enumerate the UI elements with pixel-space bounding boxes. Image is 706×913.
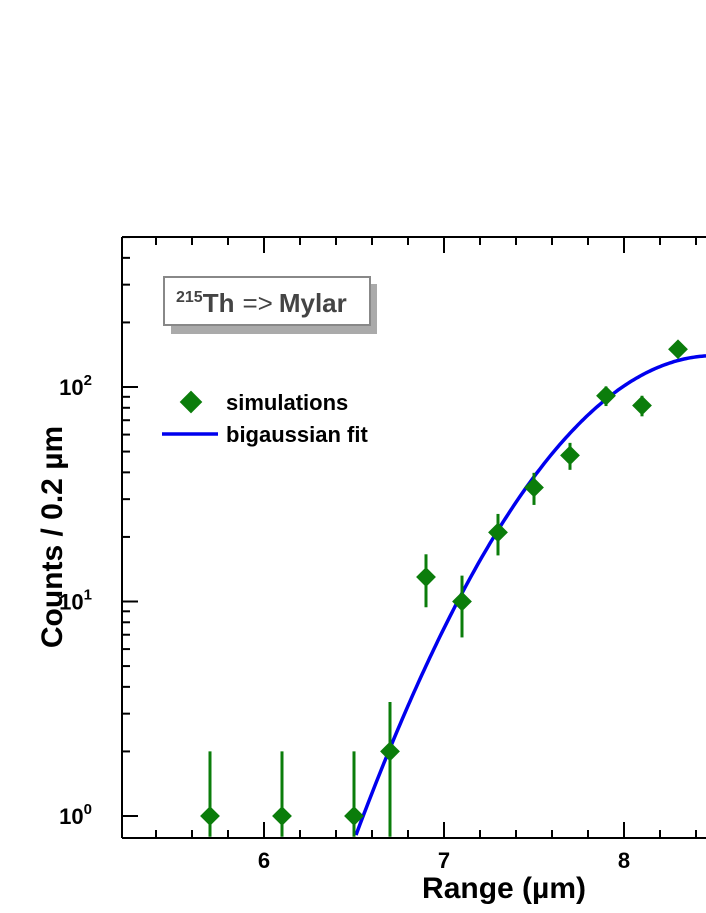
y-axis-title: Counts / 0.2 µm <box>36 426 69 648</box>
data-point-diamond <box>452 591 472 612</box>
isotope-mass: 215 <box>176 289 203 306</box>
x-tick-label: 6 <box>258 848 270 873</box>
title-box-frame <box>163 276 371 326</box>
target-material: Mylar <box>279 288 347 318</box>
legend: simulations bigaussian fit <box>162 390 368 447</box>
x-tick-label: 8 <box>618 848 630 873</box>
isotope-symbol: Th <box>203 288 235 318</box>
data-point-diamond <box>524 477 544 498</box>
data-point-diamond <box>380 741 400 762</box>
legend-label-simulations: simulations <box>226 390 348 415</box>
data-point-diamond <box>488 522 508 543</box>
title-arrow: => <box>242 288 272 318</box>
data-point-diamond <box>632 395 652 416</box>
data-point-diamond <box>416 567 436 587</box>
title-text: 215Th => Mylar <box>176 288 347 318</box>
y-tick-label: 100 <box>59 801 92 829</box>
data-point-diamond <box>272 806 292 826</box>
tick-labels: 6 7 8 100 101 102 <box>59 372 630 873</box>
x-axis-title: Range (µm) <box>422 872 586 905</box>
data-point-diamond <box>596 385 616 406</box>
axis-ticks <box>122 236 697 838</box>
data-point-diamond <box>668 339 688 360</box>
data-point-diamond <box>344 806 364 826</box>
y-tick-label: 102 <box>59 372 92 400</box>
legend-label-fit: bigaussian fit <box>226 422 368 447</box>
x-tick-label: 7 <box>438 848 450 873</box>
data-point-diamond <box>560 445 580 466</box>
data-points <box>200 339 688 837</box>
title-box: 215Th => Mylar <box>163 276 377 334</box>
y-tick-label: 101 <box>59 587 92 615</box>
